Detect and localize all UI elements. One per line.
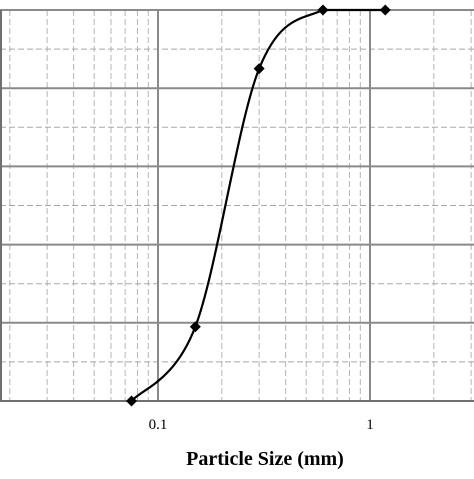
data-point-diamond xyxy=(379,4,391,16)
minor-gridlines xyxy=(0,10,474,401)
data-point-diamond xyxy=(253,63,265,75)
data-point-diamond xyxy=(126,395,138,407)
series-layer xyxy=(126,4,391,407)
x-axis-title: Particle Size (mm) xyxy=(186,448,344,470)
data-point-diamond xyxy=(189,321,201,333)
x-tick-label: 0.1 xyxy=(149,417,168,433)
plot-frame xyxy=(0,10,474,402)
data-point-diamond xyxy=(317,4,329,16)
x-tick-labels: 0.1 1 xyxy=(149,417,374,433)
x-tick-label: 1 xyxy=(366,417,374,433)
